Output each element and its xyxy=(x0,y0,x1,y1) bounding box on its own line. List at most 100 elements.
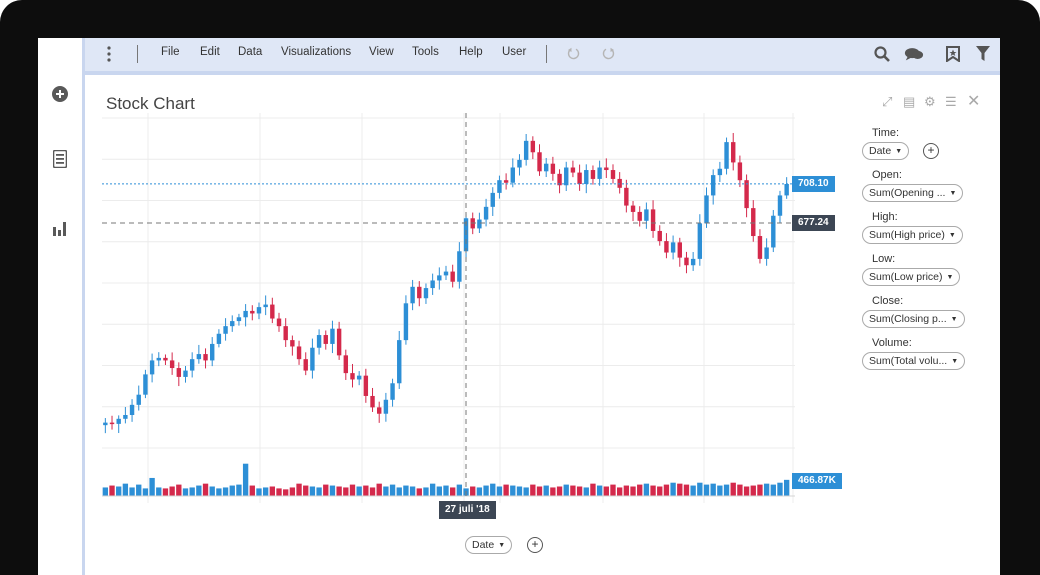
expand-icon[interactable]: ⤢ xyxy=(882,94,893,109)
volume-bar xyxy=(777,482,783,496)
comments-icon[interactable] xyxy=(904,44,924,64)
volume-bar xyxy=(443,485,449,496)
volume-bar xyxy=(603,486,609,496)
candle-body xyxy=(116,418,121,424)
add-time-icon[interactable]: + xyxy=(923,143,939,159)
x-axis-field-value: Date xyxy=(472,539,495,551)
candle-body xyxy=(223,326,228,334)
menu-edit[interactable]: Edit xyxy=(200,46,220,58)
candle-body xyxy=(169,360,175,369)
candle-body xyxy=(724,142,729,169)
candle-body xyxy=(697,223,703,259)
volume-bar xyxy=(717,485,723,496)
filter-icon[interactable] xyxy=(973,44,993,64)
candle-body xyxy=(243,310,248,318)
volume-bar xyxy=(643,483,650,496)
volume-bar xyxy=(730,482,736,496)
candle-body xyxy=(510,167,516,183)
candle-body xyxy=(270,304,275,319)
volume-field-pill[interactable]: Sum(Total volu... ▼ xyxy=(862,352,966,370)
volume-bar xyxy=(182,488,189,496)
search-icon[interactable] xyxy=(872,44,892,64)
candle-body xyxy=(610,170,616,179)
menu-view[interactable]: View xyxy=(369,46,394,58)
candle-body xyxy=(390,383,395,400)
last-price-tag: 708.10 xyxy=(792,175,835,192)
candle-body xyxy=(103,422,108,426)
x-axis-field-pill[interactable]: Date ▼ xyxy=(465,536,513,554)
volume-bar xyxy=(323,484,329,496)
crosshair-price-tag: 677.24 xyxy=(792,215,835,232)
candle-body xyxy=(543,163,549,172)
candle-body xyxy=(650,209,656,231)
volume-bar xyxy=(222,487,229,496)
list-icon[interactable]: ☰ xyxy=(945,94,957,109)
candle-body xyxy=(764,247,769,259)
add-icon[interactable] xyxy=(50,84,70,104)
export-icon[interactable]: ▤ xyxy=(903,94,916,109)
volume-bar xyxy=(483,485,489,496)
settings-icon[interactable]: ⚙ xyxy=(924,94,936,109)
menu-help[interactable]: Help xyxy=(459,46,483,58)
candle-body xyxy=(383,399,389,414)
stock-chart[interactable] xyxy=(38,38,1000,575)
undo-icon[interactable] xyxy=(564,44,584,64)
volume-bar xyxy=(169,486,175,496)
redo-icon[interactable] xyxy=(598,44,618,64)
candle-body xyxy=(597,167,602,179)
candle-body xyxy=(149,360,155,375)
candle-body xyxy=(717,168,723,176)
volume-bar xyxy=(456,484,463,496)
volume-bar xyxy=(663,484,670,496)
candle-body xyxy=(757,236,763,259)
volume-bar xyxy=(329,485,336,496)
menu-tools[interactable]: Tools xyxy=(412,46,439,58)
volume-bar xyxy=(276,488,282,496)
candle-body xyxy=(737,162,743,181)
close-icon[interactable]: ✕ xyxy=(967,93,981,110)
volume-bar xyxy=(296,483,302,496)
candle-body xyxy=(350,373,355,380)
menu-data[interactable]: Data xyxy=(238,46,263,58)
low-field-value: Sum(Low price) xyxy=(869,271,943,283)
candle-body xyxy=(230,321,235,327)
volume-bar xyxy=(416,488,422,496)
volume-bar xyxy=(122,483,129,496)
candle-body xyxy=(283,326,288,341)
volume-bar xyxy=(503,484,509,496)
candle-body xyxy=(483,206,489,220)
close-field-pill[interactable]: Sum(Closing p... ▼ xyxy=(862,310,965,328)
time-field-pill[interactable]: Date ▼ xyxy=(862,142,910,160)
candle-body xyxy=(617,178,622,188)
bookmark-icon[interactable] xyxy=(943,44,963,64)
candle-body xyxy=(637,211,642,221)
high-field-pill[interactable]: Sum(High price) ▼ xyxy=(862,226,963,244)
candle-body xyxy=(457,251,462,282)
volume-bar xyxy=(209,486,215,496)
candle-body xyxy=(443,271,449,276)
left-sidebar xyxy=(38,38,85,575)
menu-file[interactable]: File xyxy=(161,46,180,58)
more-menu-icon[interactable] xyxy=(99,44,119,64)
low-field-pill[interactable]: Sum(Low price) ▼ xyxy=(862,268,961,286)
volume-bar xyxy=(697,482,703,496)
candle-body xyxy=(323,335,328,344)
candle-body xyxy=(550,163,556,174)
candle-body xyxy=(704,195,709,224)
chevron-down-icon: ▼ xyxy=(498,542,506,549)
candle-body xyxy=(256,307,262,314)
open-field-pill[interactable]: Sum(Opening ... ▼ xyxy=(862,184,964,202)
candle-body xyxy=(216,333,222,344)
menu-visualizations[interactable]: Visualizations xyxy=(281,46,352,58)
candle-body xyxy=(176,368,182,377)
visualizations-icon[interactable] xyxy=(50,218,70,238)
candle-body xyxy=(690,258,696,266)
volume-bar xyxy=(336,486,342,496)
volume-bar xyxy=(236,484,242,496)
sheet-icon[interactable] xyxy=(50,149,70,169)
menu-user[interactable]: User xyxy=(502,46,527,58)
volume-bar xyxy=(737,484,743,496)
add-dimension-icon[interactable]: + xyxy=(527,537,543,553)
candle-body xyxy=(336,328,342,356)
candle-body xyxy=(784,184,789,196)
